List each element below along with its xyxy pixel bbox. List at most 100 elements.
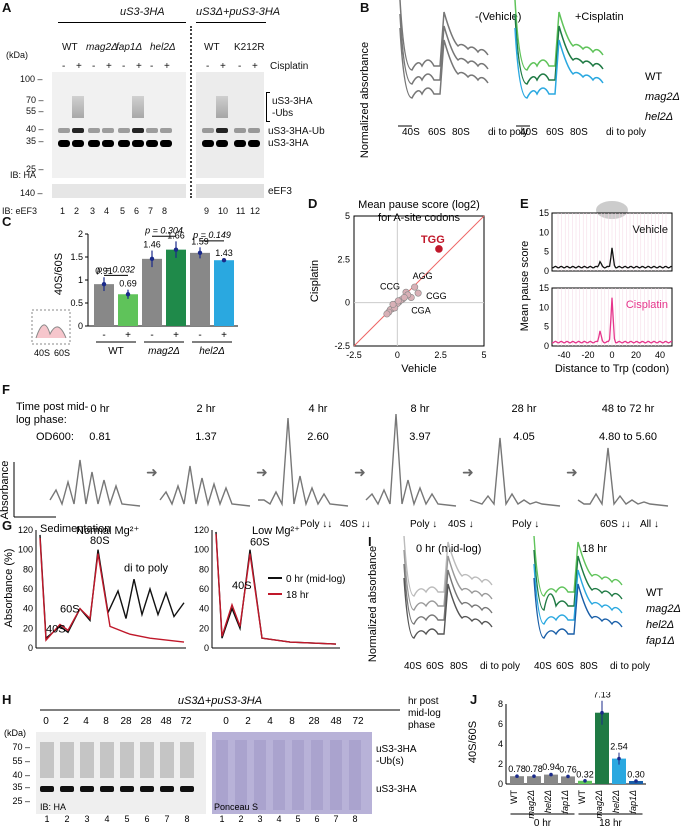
panel-i-left-profile-2 xyxy=(403,549,493,611)
panel-a-band-uS3-lane-4 xyxy=(102,140,114,147)
panel-e-ytick-1-5: 5 xyxy=(544,247,549,257)
panel-a-kda-label: (kDa) xyxy=(6,50,28,60)
panel-e-xtick-20: 20 xyxy=(631,350,641,360)
panel-d-annot-1: AGG xyxy=(413,271,433,281)
panel-d-point-4 xyxy=(414,289,422,297)
panel-a-marker-35: 35 – xyxy=(26,136,44,146)
panel-g-ytick-2-80: 80 xyxy=(199,564,209,574)
panel-a-marker-25: 25 – xyxy=(26,164,44,174)
panel-h-ponceau-lane-2 xyxy=(235,740,247,810)
panel-j-point-4 xyxy=(566,774,570,779)
panel-f-note-5: Poly ↓ xyxy=(512,519,539,530)
panel-f-arrow-5: ➜ xyxy=(566,464,578,480)
panel-a-marker-70: 70 – xyxy=(26,95,44,105)
panel-c-sign-1: - xyxy=(102,330,105,341)
panel-d-title-1: Mean pause score (log2) xyxy=(358,199,480,211)
panel-a-sign-10: + xyxy=(220,61,226,72)
panel-i-right-profile-3 xyxy=(533,563,623,625)
panel-i-left-profile-1 xyxy=(403,535,493,597)
panel-letter-b: B xyxy=(360,0,370,15)
panel-h-hr-label2: mid-log xyxy=(408,708,441,719)
panel-d-frame xyxy=(353,215,485,347)
panel-a-band-uS3-lane-8 xyxy=(160,140,172,147)
panel-h-time-5: 28 xyxy=(120,716,132,727)
panel-i-legend-2: mag2Δ xyxy=(646,603,681,615)
panel-j-bar-6 xyxy=(595,712,609,784)
panel-b-xlabel-right-2: 60S xyxy=(546,127,564,138)
panel-b-xlabel-right-3: 80S xyxy=(570,127,588,138)
panel-letter-e: E xyxy=(520,196,529,211)
panel-d-annot-2: CCG xyxy=(380,281,400,291)
panel-h-smear-7 xyxy=(160,742,174,778)
panel-i-title-right: 18 hr xyxy=(582,543,607,555)
panel-a-sign-4: + xyxy=(106,61,112,72)
panel-h-band-5 xyxy=(120,786,134,792)
panel-a-group-right-line xyxy=(196,22,266,23)
panel-j-value-6: 7.13 xyxy=(593,692,611,700)
panel-h-time-7: 48 xyxy=(160,716,172,727)
panel-h-ponceau-lane-8 xyxy=(349,740,361,810)
panel-h-smear-3 xyxy=(80,742,94,778)
panel-f-arrow-3: ➜ xyxy=(354,464,366,480)
panel-g-ytick-1-100: 100 xyxy=(18,545,33,555)
panel-g-ytick-1-120: 120 xyxy=(18,525,33,535)
panel-h-smear-5 xyxy=(120,742,134,778)
panel-a-group-left: uS3-3HA xyxy=(120,6,165,18)
panel-j-bar-1 xyxy=(510,776,524,784)
panel-a-lane-2: 2 xyxy=(74,206,80,216)
panel-a-band-poly-lane-6 xyxy=(132,96,144,118)
panel-a-band-ub-lane-6 xyxy=(132,128,144,133)
panel-j-group-1: 0 hr xyxy=(534,818,552,828)
panel-h-lane-right-3: 3 xyxy=(257,814,262,824)
panel-h-time-6: 28 xyxy=(140,716,152,727)
panel-d-label-tgg: TGG xyxy=(421,234,445,246)
panel-h-time-4: 8 xyxy=(103,716,109,727)
panel-i-xlabel-left-3: 80S xyxy=(450,661,468,672)
panel-a-strain-2: mag2Δ xyxy=(86,42,118,53)
panel-e-ylabel: Mean pause score xyxy=(519,241,531,332)
panel-f-od-2: 1.37 xyxy=(195,431,216,443)
panel-a-band-ub-lane-11 xyxy=(234,128,246,133)
panel-g-normal-18hr xyxy=(39,537,185,643)
panel-f-arrow-2: ➜ xyxy=(256,464,268,480)
panel-c-yticklabel-1: 1 xyxy=(78,275,83,285)
panel-letter-d: D xyxy=(308,196,318,211)
panel-j-bar-2 xyxy=(527,776,541,784)
panel-j-strain-2: mag2Δ xyxy=(526,790,536,819)
panel-c-value-3: 1.46 xyxy=(143,240,161,250)
panel-j-value-2: 0.78 xyxy=(525,764,543,774)
panel-e-ytick-1-10: 10 xyxy=(539,227,549,237)
panel-e-ytick-1-0: 0 xyxy=(544,266,549,276)
panel-j-strain-7: hel2Δ xyxy=(611,790,621,813)
panel-j-point-3 xyxy=(549,772,553,777)
panel-c-inset-box xyxy=(31,309,71,345)
panel-g-normal-0hr xyxy=(39,534,185,640)
panel-j-strain-5: WT xyxy=(577,790,587,804)
panel-c-bar-1 xyxy=(94,284,114,326)
panel-e-ytick-2-0: 0 xyxy=(544,341,549,351)
panel-g-ytick-1-60: 60 xyxy=(23,584,33,594)
panel-g-chart: Absorbance (%) 0 20 40 60 80 100 120 Normal Mg²⁺… xyxy=(3,525,345,653)
panel-f-time-4: 8 hr xyxy=(411,403,430,415)
panel-a-band-ub-lane-7 xyxy=(146,128,158,133)
panel-i-xlabel-left-2: 60S xyxy=(426,661,444,672)
panel-g-low-peak-40s: 40S xyxy=(232,580,252,592)
panel-c-ylabel: 40S/60S xyxy=(53,253,65,295)
panel-b-vehicle-profile-3 xyxy=(399,27,489,99)
panel-e-xtick-0: 0 xyxy=(609,350,614,360)
panel-letter-g: G xyxy=(2,518,13,533)
panel-g-ytick-1-20: 20 xyxy=(23,623,33,633)
panel-c-yticklabel-2: 2 xyxy=(78,229,83,239)
panel-h-lane-right-4: 4 xyxy=(276,814,281,824)
panel-e-xtick--20: -20 xyxy=(581,350,594,360)
panel-i-xlabel-left-4: di to poly xyxy=(480,661,520,672)
panel-c-yticklabel-0.5: 0.5 xyxy=(70,298,83,308)
panel-g-title-1: Normal Mg²⁺ xyxy=(76,525,139,537)
panel-h-ponceau-lane-4 xyxy=(273,740,285,810)
panel-i-title-left: 0 hr (mid-log) xyxy=(416,543,481,555)
panel-h-smear-2 xyxy=(60,742,74,778)
panel-c-bar-5 xyxy=(190,252,210,326)
panel-c-value-1: 0.91 xyxy=(95,266,113,276)
panel-c-point-3 xyxy=(149,256,155,262)
panel-h-lane-left-3: 3 xyxy=(84,814,89,824)
